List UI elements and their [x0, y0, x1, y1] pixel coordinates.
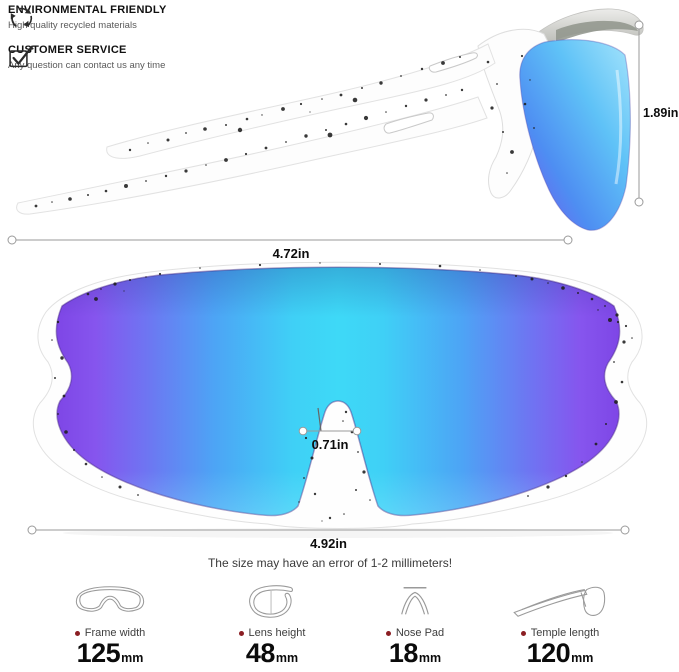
frame-front-icon — [75, 586, 145, 612]
spec-label-text: Frame width — [84, 627, 146, 639]
red-bullet-icon — [385, 630, 391, 636]
spec-nose-pad: Nose Pad 18 mm — [339, 580, 491, 672]
spec-temple-length: Temple length 120 mm — [482, 580, 638, 672]
lens-icon — [249, 585, 293, 618]
red-bullet-icon — [74, 630, 80, 636]
spec-lens-height: Lens height 48 mm — [196, 580, 348, 672]
checkbox-check-icon — [9, 45, 34, 68]
spec-value-unit: mm — [418, 651, 442, 665]
side-temple-lower — [16, 96, 488, 215]
side-speckles — [34, 54, 535, 208]
dim-label-lens-height: 1.89in — [643, 106, 679, 120]
front-view-glasses-illustration — [32, 261, 648, 538]
spec-value-number: 18 — [388, 638, 419, 668]
dim-label-top-width: 4.72in — [272, 246, 310, 261]
dim-label-nose-gap: 0.71in — [311, 437, 349, 452]
badge-text: ENVIRONMENTAL FRIENDLY High quality recy… — [8, 4, 167, 31]
spec-value-unit: mm — [121, 651, 144, 665]
spec-value-unit: mm — [571, 651, 594, 665]
side-top-rim-inner — [556, 20, 638, 43]
recycle-icon — [10, 7, 33, 28]
side-view-glasses-illustration — [16, 8, 644, 231]
side-lens — [519, 39, 631, 231]
nose-pad-icon — [401, 586, 429, 615]
spec-value-number: 120 — [526, 638, 571, 668]
dim-label-bottom-width: 4.92in — [310, 536, 347, 551]
spec-label-text: Nose Pad — [395, 627, 445, 639]
spec-label-text: Lens height — [248, 627, 306, 639]
front-shadow — [63, 528, 613, 538]
temple-icon — [513, 586, 606, 617]
side-temple-lower-slot — [383, 112, 434, 134]
spec-value-number: 125 — [76, 638, 121, 668]
badge-title: ENVIRONMENTAL FRIENDLY — [8, 4, 167, 16]
side-lens-highlight — [614, 69, 623, 185]
front-lens-shading — [56, 267, 620, 516]
spec-frame-width: Frame width 125 mm — [34, 580, 186, 672]
badge-environmental: ENVIRONMENTAL FRIENDLY High quality recy… — [8, 4, 167, 31]
badge-text: CUSTOMER SERVICE Any question can contac… — [8, 44, 165, 71]
side-temple-upper-slot — [428, 52, 478, 73]
front-nose-slit — [317, 407, 322, 432]
spec-label-text: Temple length — [530, 627, 600, 639]
badge-subtitle: Any question can contact us any time — [8, 60, 166, 71]
front-speckles — [51, 262, 633, 522]
badge-subtitle: High quality recycled materials — [8, 20, 137, 31]
red-bullet-icon — [238, 630, 244, 636]
size-tolerance-note: The size may have an error of 1-2 millim… — [207, 556, 453, 570]
spec-value-unit: mm — [275, 651, 299, 665]
spec-value-number: 48 — [245, 638, 276, 668]
side-temple-upper — [106, 43, 496, 159]
badge-title: CUSTOMER SERVICE — [8, 44, 127, 56]
red-bullet-icon — [520, 630, 526, 636]
badge-customer-service: CUSTOMER SERVICE Any question can contac… — [8, 44, 165, 71]
